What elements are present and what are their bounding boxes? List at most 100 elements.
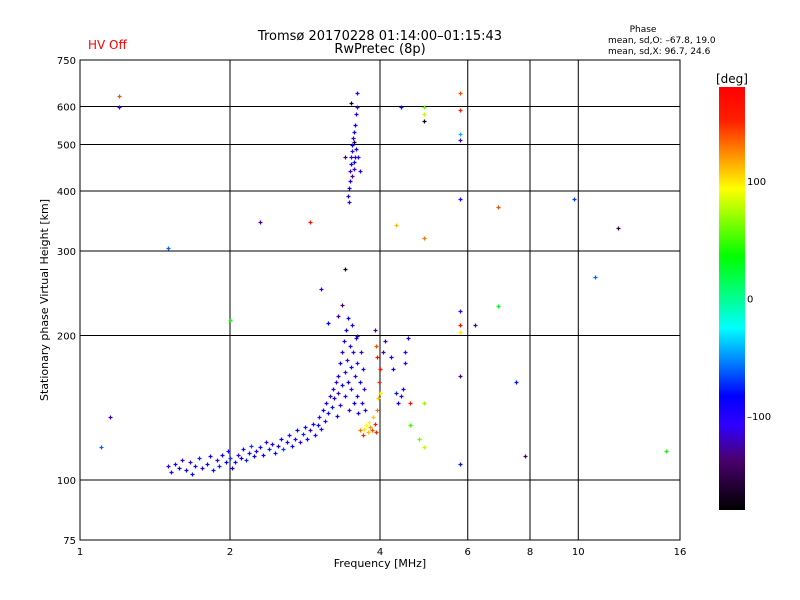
data-point bbox=[355, 394, 360, 399]
data-point bbox=[381, 350, 386, 355]
data-point bbox=[350, 149, 355, 154]
data-point bbox=[349, 155, 354, 160]
data-point bbox=[361, 433, 366, 438]
data-point bbox=[347, 186, 352, 191]
data-point bbox=[334, 380, 339, 385]
data-point bbox=[343, 155, 348, 160]
data-point bbox=[350, 143, 355, 148]
data-point bbox=[373, 328, 378, 333]
colorbar bbox=[719, 87, 745, 510]
data-point bbox=[351, 350, 356, 355]
data-point bbox=[173, 462, 178, 467]
data-point bbox=[166, 464, 171, 469]
data-point bbox=[364, 423, 369, 428]
data-point bbox=[169, 470, 174, 475]
colorbar-tick-label: 100 bbox=[747, 177, 766, 188]
data-point bbox=[336, 314, 341, 319]
data-point bbox=[228, 318, 233, 323]
data-point bbox=[326, 321, 331, 326]
data-point bbox=[373, 422, 378, 427]
data-point bbox=[378, 367, 383, 372]
data-point bbox=[230, 466, 235, 471]
data-point bbox=[290, 444, 295, 449]
y-tick-label: 100 bbox=[57, 476, 76, 487]
data-point bbox=[374, 430, 379, 435]
data-point bbox=[224, 460, 229, 465]
x-tick-label: 16 bbox=[674, 547, 687, 558]
data-point bbox=[473, 323, 478, 328]
data-point bbox=[394, 391, 399, 396]
data-point bbox=[396, 401, 401, 406]
data-point bbox=[340, 350, 345, 355]
data-point bbox=[211, 468, 216, 473]
y-tick-label: 300 bbox=[57, 247, 76, 258]
data-point bbox=[319, 427, 324, 432]
y-tick-label: 75 bbox=[63, 536, 76, 547]
data-point bbox=[343, 370, 348, 375]
data-point bbox=[323, 419, 328, 424]
data-point bbox=[344, 328, 349, 333]
x-tick-label: 10 bbox=[572, 547, 585, 558]
data-point bbox=[458, 462, 463, 467]
data-point bbox=[352, 140, 357, 145]
data-point bbox=[285, 440, 290, 445]
data-point bbox=[376, 396, 381, 401]
data-point bbox=[208, 454, 213, 459]
data-point bbox=[321, 408, 326, 413]
data-points bbox=[99, 91, 669, 477]
data-point bbox=[346, 380, 351, 385]
data-point bbox=[389, 355, 394, 360]
data-point bbox=[406, 336, 411, 341]
data-point bbox=[458, 323, 463, 328]
data-point bbox=[332, 396, 337, 401]
data-point bbox=[350, 323, 355, 328]
data-point bbox=[383, 339, 388, 344]
data-point bbox=[295, 428, 300, 433]
data-point bbox=[367, 420, 372, 425]
data-point bbox=[593, 275, 598, 280]
data-point bbox=[362, 387, 367, 392]
data-point bbox=[193, 464, 198, 469]
data-point bbox=[244, 458, 249, 463]
data-point bbox=[523, 454, 528, 459]
data-point bbox=[117, 94, 122, 99]
data-point bbox=[354, 112, 359, 117]
data-point bbox=[348, 344, 353, 349]
data-point bbox=[417, 437, 422, 442]
data-point bbox=[352, 160, 357, 165]
data-point bbox=[236, 453, 241, 458]
data-point bbox=[354, 147, 359, 152]
x-tick-label: 2 bbox=[227, 547, 233, 558]
data-point bbox=[355, 91, 360, 96]
data-point bbox=[422, 401, 427, 406]
data-point bbox=[342, 339, 347, 344]
data-point bbox=[166, 246, 171, 251]
data-point bbox=[336, 374, 341, 379]
data-point bbox=[348, 169, 353, 174]
data-point bbox=[458, 374, 463, 379]
y-tick-labels: 75 100 200 300 400 500 600 750 bbox=[57, 56, 76, 547]
data-point bbox=[279, 437, 284, 442]
data-point bbox=[233, 460, 238, 465]
data-point bbox=[335, 414, 340, 419]
data-point bbox=[340, 303, 345, 308]
data-point bbox=[217, 464, 222, 469]
data-point bbox=[239, 456, 244, 461]
data-point bbox=[343, 394, 348, 399]
data-point bbox=[422, 112, 427, 117]
data-point bbox=[177, 466, 182, 471]
data-point bbox=[328, 394, 333, 399]
data-point bbox=[347, 200, 352, 205]
data-point bbox=[264, 440, 269, 445]
data-point bbox=[340, 383, 345, 388]
data-point bbox=[254, 449, 259, 454]
data-point bbox=[226, 449, 231, 454]
data-point bbox=[422, 445, 427, 450]
data-point bbox=[258, 220, 263, 225]
data-point bbox=[311, 422, 316, 427]
data-point bbox=[403, 361, 408, 366]
data-point bbox=[572, 197, 577, 202]
data-point bbox=[403, 350, 408, 355]
data-point bbox=[355, 334, 360, 339]
